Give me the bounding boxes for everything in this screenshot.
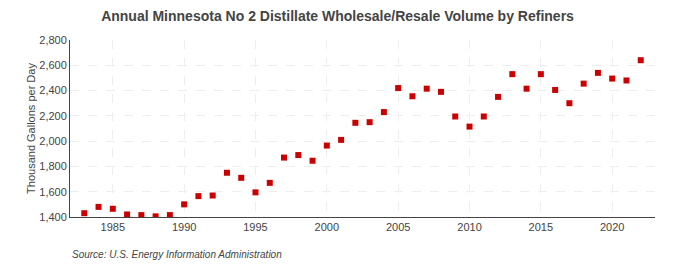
svg-text:Thousand Gallons per Day: Thousand Gallons per Day	[25, 63, 37, 194]
svg-text:2,600: 2,600	[39, 59, 67, 71]
svg-text:Source: U.S. Energy Informatio: Source: U.S. Energy Information Administ…	[72, 249, 282, 260]
svg-text:2005: 2005	[386, 221, 410, 233]
svg-text:1,800: 1,800	[39, 160, 67, 172]
svg-text:1,600: 1,600	[39, 186, 67, 198]
svg-text:1,400: 1,400	[39, 211, 67, 223]
svg-text:Annual Minnesota No 2 Distilla: Annual Minnesota No 2 Distillate Wholesa…	[101, 8, 574, 24]
svg-text:2015: 2015	[529, 221, 553, 233]
svg-text:2,800: 2,800	[39, 34, 67, 46]
svg-text:2010: 2010	[457, 221, 481, 233]
svg-text:2020: 2020	[600, 221, 624, 233]
svg-text:2,000: 2,000	[39, 135, 67, 147]
svg-text:2000: 2000	[315, 221, 339, 233]
svg-text:1985: 1985	[101, 221, 125, 233]
svg-text:1990: 1990	[172, 221, 196, 233]
svg-text:2,400: 2,400	[39, 84, 67, 96]
svg-text:1995: 1995	[243, 221, 267, 233]
svg-text:2,200: 2,200	[39, 110, 67, 122]
